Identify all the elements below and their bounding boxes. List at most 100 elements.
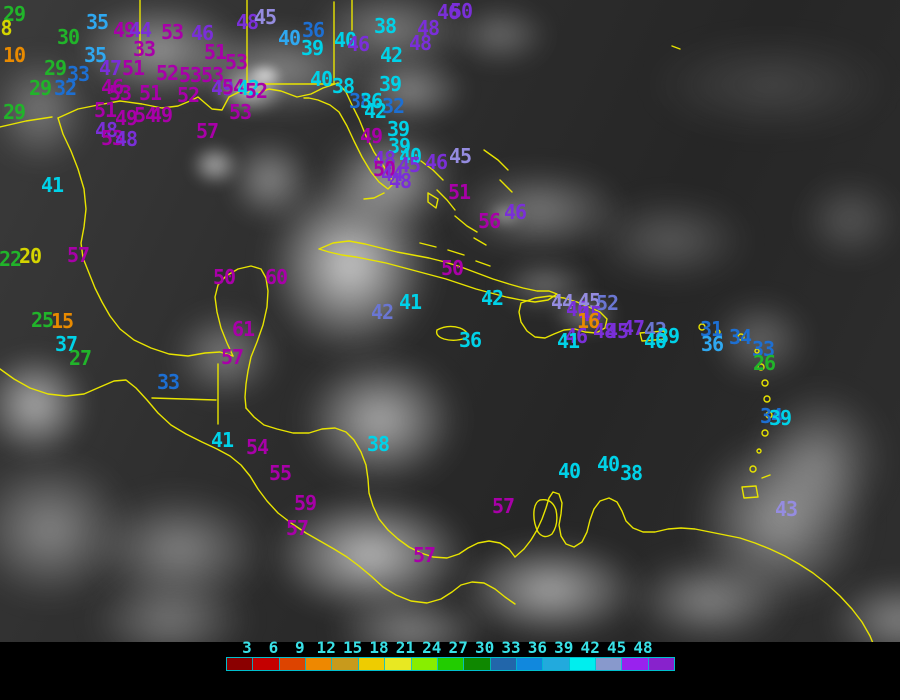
station-value: 43 — [774, 497, 798, 521]
station-value: 53 — [108, 81, 132, 105]
station-value: 46 — [346, 32, 370, 56]
station-value: 35 — [83, 43, 107, 67]
station-value: 53 — [178, 63, 202, 87]
station-value: 57 — [220, 345, 244, 369]
colorbar-ticks: 3 6 9 12 15 18 21 24 27 30 33 36 39 42 45 48 — [0, 640, 900, 656]
station-value: 8 — [0, 16, 12, 40]
station-value: 59 — [293, 491, 317, 515]
station-value: 44 — [128, 18, 152, 42]
lesser-antilles-islands — [698, 323, 773, 473]
station-value: 60 — [264, 265, 288, 289]
station-value: 20 — [18, 244, 42, 268]
colorbar-tick: 39 — [554, 638, 574, 657]
station-value: 40 — [643, 329, 667, 353]
yucatan-coastline — [214, 265, 269, 409]
station-value: 55 — [268, 461, 292, 485]
station-value: 25 — [30, 308, 54, 332]
station-value: 29 — [2, 100, 26, 124]
station-value: 52 — [244, 79, 268, 103]
us-gulf-coastline — [57, 82, 339, 119]
colorbar-tick: 6 — [268, 638, 279, 657]
station-value: 39 — [386, 117, 410, 141]
colorbar-tick: 15 — [342, 638, 363, 657]
station-value: 51 — [121, 56, 145, 80]
station-value: 56 — [477, 209, 501, 233]
station-value: 36 — [458, 328, 482, 352]
station-value: 48 — [235, 10, 259, 34]
colorbar-segment — [464, 658, 491, 670]
colorbar-segment — [279, 658, 307, 670]
station-value: 49 — [210, 76, 234, 100]
station-value: 52 — [155, 61, 179, 85]
jamaica-coastline — [435, 325, 468, 341]
station-value: 38 — [348, 89, 372, 113]
station-value: 44 — [380, 162, 404, 186]
station-value: 42 — [370, 300, 394, 324]
station-value: 36 — [301, 18, 325, 42]
station-value: 53 — [160, 20, 184, 44]
station-value: 32 — [53, 76, 77, 100]
puerto-rico-coastline — [639, 330, 668, 342]
station-value: 57 — [66, 243, 90, 267]
trinidad-coastline — [741, 474, 771, 499]
colorbar-tick: 9 — [294, 638, 305, 657]
station-value: 45 — [578, 302, 602, 326]
station-value: 50 — [372, 157, 396, 181]
station-value: 47 — [621, 316, 645, 340]
colorbar-tick: 3 — [242, 638, 252, 657]
station-value: 40 — [277, 26, 301, 50]
florida-coastline — [303, 82, 394, 190]
texas-mexico-coastline — [57, 117, 234, 357]
station-value: 48 — [592, 319, 616, 343]
station-value: 29 — [28, 76, 52, 100]
station-value: 27 — [68, 346, 92, 370]
station-value: 45 — [605, 319, 629, 343]
colorbar-tick: 30 — [474, 638, 495, 657]
colorbar-segment — [516, 658, 544, 670]
colorbar-tick: 12 — [316, 638, 336, 657]
guatemala-border — [151, 363, 219, 425]
south-america-coastline — [514, 491, 874, 642]
central-america-caribbean-coast — [245, 407, 516, 559]
bermuda-island — [671, 45, 681, 50]
hispaniola-coastline — [518, 295, 608, 339]
colorbar-segment — [358, 658, 386, 670]
colorbar-segment — [306, 658, 333, 670]
station-value: 46 — [424, 150, 448, 174]
station-value: 42 — [480, 286, 504, 310]
colorbar-segment — [253, 658, 280, 670]
station-value: 40 — [398, 144, 422, 168]
station-value: 34 — [759, 404, 783, 428]
station-value: 39 — [768, 406, 792, 430]
station-value: 38 — [366, 432, 390, 456]
station-value: 38 — [331, 74, 355, 98]
station-value: 54 — [245, 435, 269, 459]
station-value: 57 — [412, 543, 436, 567]
station-value: 49 — [114, 106, 138, 130]
station-value: 48 — [408, 31, 432, 55]
colorbar-tick: 45 — [606, 638, 627, 657]
station-value: 47 — [98, 56, 122, 80]
station-value: 35 — [85, 10, 109, 34]
station-value: 33 — [66, 62, 90, 86]
colorbar-tick: 18 — [369, 638, 389, 657]
station-value: 10 — [2, 43, 26, 67]
colorbar-segment — [332, 658, 359, 670]
station-value: 51 — [138, 81, 162, 105]
station-value: 45 — [253, 5, 277, 29]
station-value: 40 — [557, 459, 581, 483]
station-value: 44 — [550, 290, 574, 314]
station-value: 40 — [333, 28, 357, 52]
colorbar-tick: 48 — [633, 638, 653, 657]
colorbar-tick: 33 — [501, 638, 521, 657]
station-value: 38 — [619, 461, 643, 485]
florida-keys — [363, 192, 385, 200]
station-value: 53 — [200, 63, 224, 87]
station-value: 33 — [751, 337, 775, 361]
station-value: 45 — [577, 289, 601, 313]
station-value: 42 — [643, 318, 667, 342]
colorbar-segment — [411, 658, 438, 670]
station-value: 36 — [359, 89, 383, 113]
station-value: 32 — [381, 94, 405, 118]
